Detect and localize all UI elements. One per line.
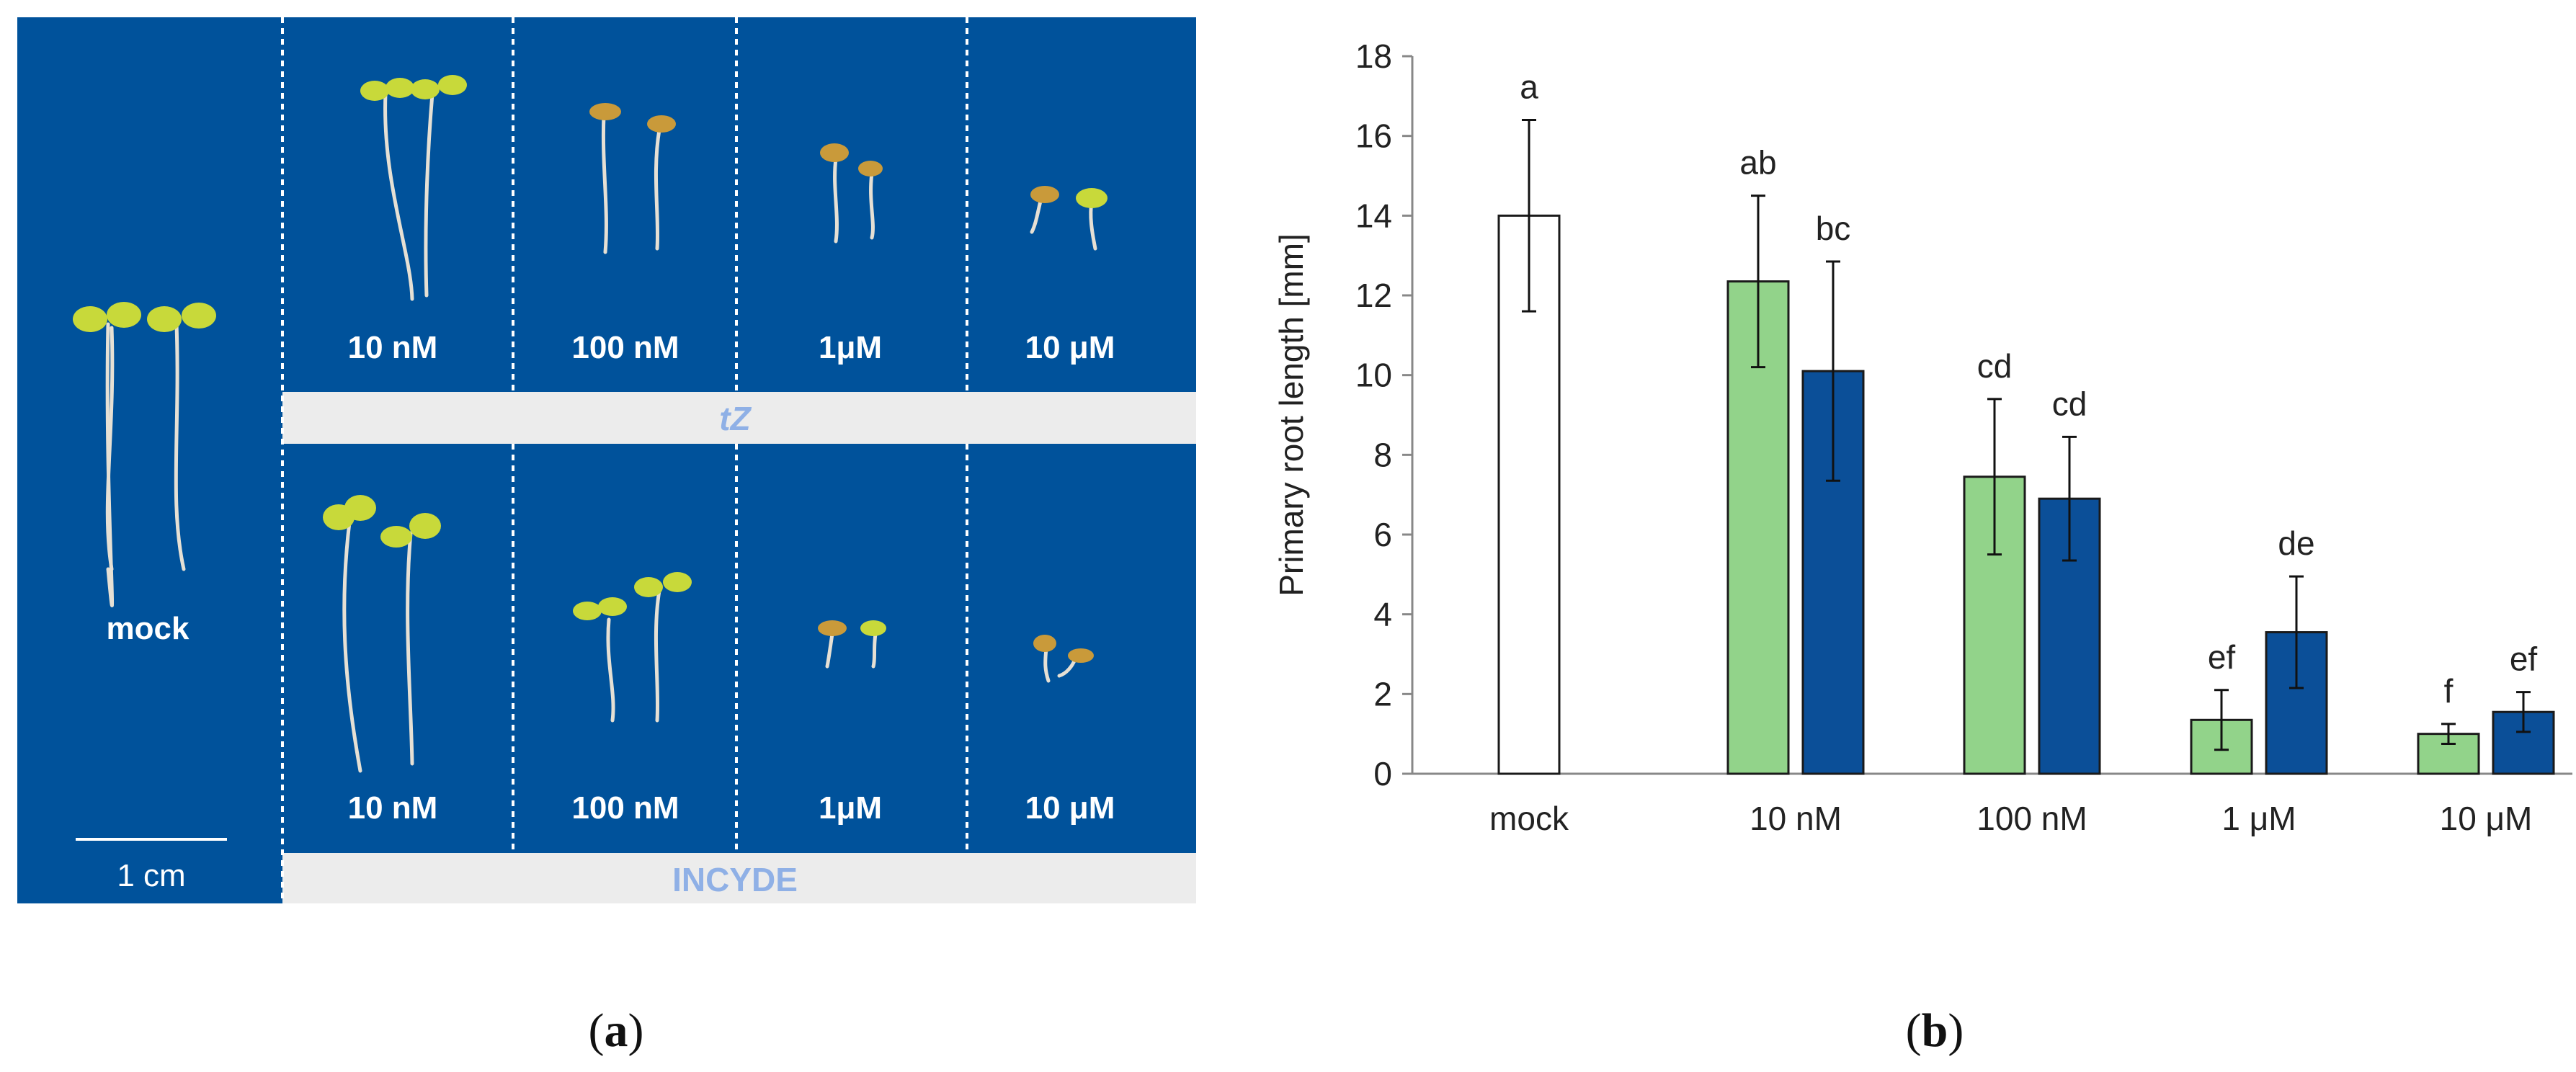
seedlings bbox=[73, 75, 1107, 773]
y-tick-label: 8 bbox=[1373, 436, 1392, 473]
significance-letter: ab bbox=[1739, 144, 1776, 182]
incyde-label-2: 100 nM bbox=[571, 790, 679, 826]
significance-letter: a bbox=[1520, 68, 1538, 106]
seedling-mock bbox=[73, 302, 216, 607]
mock-label: mock bbox=[107, 611, 190, 646]
y-axis-ticks: 0 2 4 6 8 10 12 14 16 18 bbox=[1355, 37, 1412, 792]
incyde-band bbox=[282, 853, 1196, 903]
significance-letter: cd bbox=[1977, 347, 2013, 385]
x-tick-label: 10 nM bbox=[1750, 800, 1842, 837]
x-tick-label: mock bbox=[1489, 800, 1569, 837]
seedling-tz-100nm bbox=[589, 103, 676, 254]
seedling-incyde-1um bbox=[818, 620, 886, 669]
y-tick-label: 0 bbox=[1373, 755, 1392, 792]
tz-treatment-label: tZ bbox=[719, 400, 752, 437]
x-tick-label: 10 μM bbox=[2440, 800, 2533, 837]
significance-letter: ef bbox=[2208, 638, 2236, 676]
incyde-label-3: 1μM bbox=[819, 790, 882, 826]
panel-separators bbox=[281, 17, 968, 903]
incyde-label-1: 10 nM bbox=[348, 790, 438, 826]
panel-b-label: (b) bbox=[1906, 1004, 1964, 1057]
seedling-incyde-100nm bbox=[573, 572, 692, 723]
seedling-tz-1um bbox=[820, 143, 883, 244]
panel-a-photo: 1 cm mock 10 nM 100 nM 1μM 10 μM 10 nM 1… bbox=[17, 17, 1196, 903]
y-tick-label: 2 bbox=[1373, 675, 1392, 713]
x-axis-ticks: mock 10 nM 100 nM 1 μM 10 μM bbox=[1489, 800, 2532, 837]
y-tick-label: 10 bbox=[1355, 357, 1392, 394]
y-tick-label: 16 bbox=[1355, 117, 1392, 155]
tz-label-3: 1μM bbox=[819, 330, 882, 365]
seedling-incyde-10um bbox=[1033, 635, 1094, 683]
significance-letter: ef bbox=[2510, 640, 2538, 678]
x-tick-label: 1 μM bbox=[2221, 800, 2296, 837]
incyde-label-4: 10 μM bbox=[1025, 790, 1115, 826]
tz-label-1: 10 nM bbox=[348, 330, 438, 365]
panel-a-label: (a) bbox=[589, 1004, 644, 1057]
significance-letter: cd bbox=[2052, 385, 2087, 422]
tz-label-4: 10 μM bbox=[1025, 330, 1115, 365]
photo-background bbox=[17, 17, 1196, 903]
bars: a ab bc cd cd ef de f ef bbox=[1497, 68, 2555, 775]
y-axis-label: Primary root length [mm] bbox=[1273, 233, 1310, 597]
incyde-treatment-label: INCYDE bbox=[672, 861, 798, 898]
y-tick-label: 4 bbox=[1373, 596, 1392, 633]
y-tick-label: 14 bbox=[1355, 197, 1392, 234]
significance-letter: f bbox=[2444, 672, 2454, 710]
panel-b-chart: 0 2 4 6 8 10 12 14 16 18 mock 10 nM 100 nM 1 μM 10 μM… bbox=[1273, 37, 2572, 837]
x-tick-label: 100 nM bbox=[1976, 800, 2087, 837]
seedling-tz-10nm bbox=[360, 75, 467, 301]
y-tick-label: 18 bbox=[1355, 37, 1392, 75]
significance-letter: bc bbox=[1816, 210, 1851, 247]
seedling-incyde-10nm bbox=[323, 495, 441, 773]
seedling-tz-10um bbox=[1030, 186, 1107, 251]
y-tick-label: 6 bbox=[1373, 516, 1392, 553]
y-tick-label: 12 bbox=[1355, 277, 1392, 314]
scale-bar-label: 1 cm bbox=[117, 858, 185, 893]
tz-label-2: 100 nM bbox=[571, 330, 679, 365]
significance-letter: de bbox=[2278, 524, 2314, 562]
tz-band bbox=[282, 392, 1196, 444]
